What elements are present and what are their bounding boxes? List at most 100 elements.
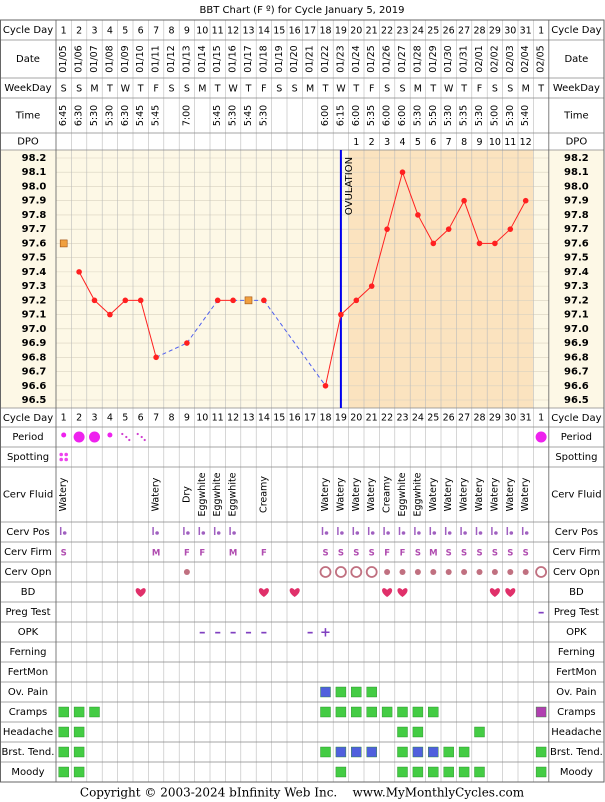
temp-point — [399, 169, 406, 176]
cell-mark — [366, 746, 377, 758]
pos-dot — [509, 531, 514, 535]
row-label: Brst. Tend. — [2, 747, 55, 758]
cell-symbol: S — [461, 549, 467, 559]
cell-mark — [444, 527, 452, 535]
cell-text: 4 — [399, 137, 405, 148]
heart — [289, 588, 300, 597]
cell-mark — [428, 746, 439, 758]
spot-dot — [143, 438, 146, 442]
cell-text: S — [384, 84, 390, 95]
cell-mark — [258, 588, 269, 597]
cell-symbol: – — [307, 626, 314, 641]
symptom-square — [89, 706, 100, 718]
cell-text: F — [153, 84, 158, 95]
cell-text: 17 — [304, 26, 316, 37]
cell-text: 30 — [504, 26, 516, 37]
row-label: Cycle Day — [3, 413, 53, 424]
symptom-square — [535, 766, 547, 778]
cell-text: M — [90, 84, 98, 95]
temp-point — [230, 297, 236, 304]
opn-dot — [384, 569, 391, 575]
cell-text: 13 — [242, 26, 254, 37]
cell-mark — [460, 527, 467, 535]
cell-text: 5:30 — [474, 105, 485, 126]
cell-text: 12 — [227, 413, 239, 424]
temp-segment — [432, 228, 450, 244]
cell-text: 6 — [138, 413, 144, 424]
temp-segment — [325, 314, 342, 386]
cell-text: 01/27 — [397, 45, 408, 72]
row-label: FertMon — [8, 667, 48, 678]
row-label: Cycle Day — [551, 413, 601, 424]
cell-mark — [229, 527, 236, 535]
cell-text: 13 — [242, 413, 254, 424]
cell-text: 31 — [520, 413, 532, 424]
row-label: Cycle Day — [3, 25, 53, 36]
cell-mark — [59, 452, 68, 462]
cell-text: 4 — [107, 413, 113, 424]
temp-point — [261, 297, 267, 304]
pos-dot — [186, 531, 190, 535]
cell-text: 7 — [446, 137, 452, 148]
row-label: Headache — [3, 727, 53, 738]
y-tick-label: 97.8 — [22, 210, 47, 221]
symptom-square — [458, 766, 470, 778]
opn-dot — [461, 569, 468, 575]
cell-mark — [213, 527, 221, 535]
cell-mark — [430, 569, 437, 575]
cell-symbol: S — [61, 549, 67, 559]
cell-mark — [352, 527, 360, 535]
cell-text: W — [444, 84, 454, 95]
symptom-square — [412, 706, 424, 718]
cell-mark — [334, 566, 347, 578]
cell-mark — [73, 746, 85, 758]
spot-dot — [121, 432, 124, 436]
temp-segment — [494, 228, 511, 244]
pos-dot — [432, 531, 437, 535]
cell-text: W — [336, 84, 346, 95]
cerv-fluid: Dry — [181, 486, 192, 503]
cell-text: 6:30 — [120, 105, 131, 126]
cell-symbol: S — [476, 549, 482, 559]
cell-symbol: – — [230, 626, 237, 641]
cell-text: 5:45 — [212, 105, 223, 126]
cell-text: 30 — [504, 413, 516, 424]
y-tick-label: 97.0 — [22, 324, 47, 335]
symptom-square — [535, 746, 547, 758]
y-tick-label: 98.0 — [564, 181, 589, 192]
row-label: Cerv Firm — [4, 547, 52, 558]
cell-text: 02/01 — [474, 45, 485, 72]
cell-text: 5:30 — [104, 105, 115, 126]
cell-text: 10 — [196, 26, 208, 37]
cell-mark — [535, 566, 547, 578]
cell-text: 4 — [107, 26, 113, 37]
row-label: Preg Test — [554, 607, 599, 618]
cell-text: 5:30 — [258, 105, 269, 126]
cerv-fluid: Watery — [443, 477, 454, 511]
temp-point — [445, 226, 452, 232]
cell-text: 2 — [76, 26, 82, 37]
cell-mark — [89, 706, 100, 718]
cell-text: 01/11 — [151, 45, 162, 72]
cell-text: T — [429, 84, 436, 95]
cell-mark — [135, 588, 146, 597]
spot-dot — [64, 452, 68, 457]
cell-symbol: S — [353, 549, 359, 559]
row-label: Ferning — [9, 647, 46, 658]
cell-text: 01/29 — [428, 45, 439, 72]
pos-dot — [447, 531, 452, 535]
cell-text: 5:45 — [151, 105, 162, 126]
pos-dot — [370, 531, 375, 535]
cell-mark — [489, 588, 500, 597]
row-label: BD — [569, 587, 584, 598]
cell-text: W — [228, 84, 238, 95]
cell-text: W — [121, 84, 131, 95]
luteal-bg — [441, 150, 457, 408]
symptom-square — [320, 686, 331, 698]
cell-symbol: S — [446, 549, 452, 559]
cell-mark — [61, 432, 67, 438]
symptom-square — [428, 706, 439, 718]
cell-text: 6 — [138, 26, 144, 37]
row-label: Cerv Firm — [552, 547, 600, 558]
symptom-square — [335, 686, 347, 698]
